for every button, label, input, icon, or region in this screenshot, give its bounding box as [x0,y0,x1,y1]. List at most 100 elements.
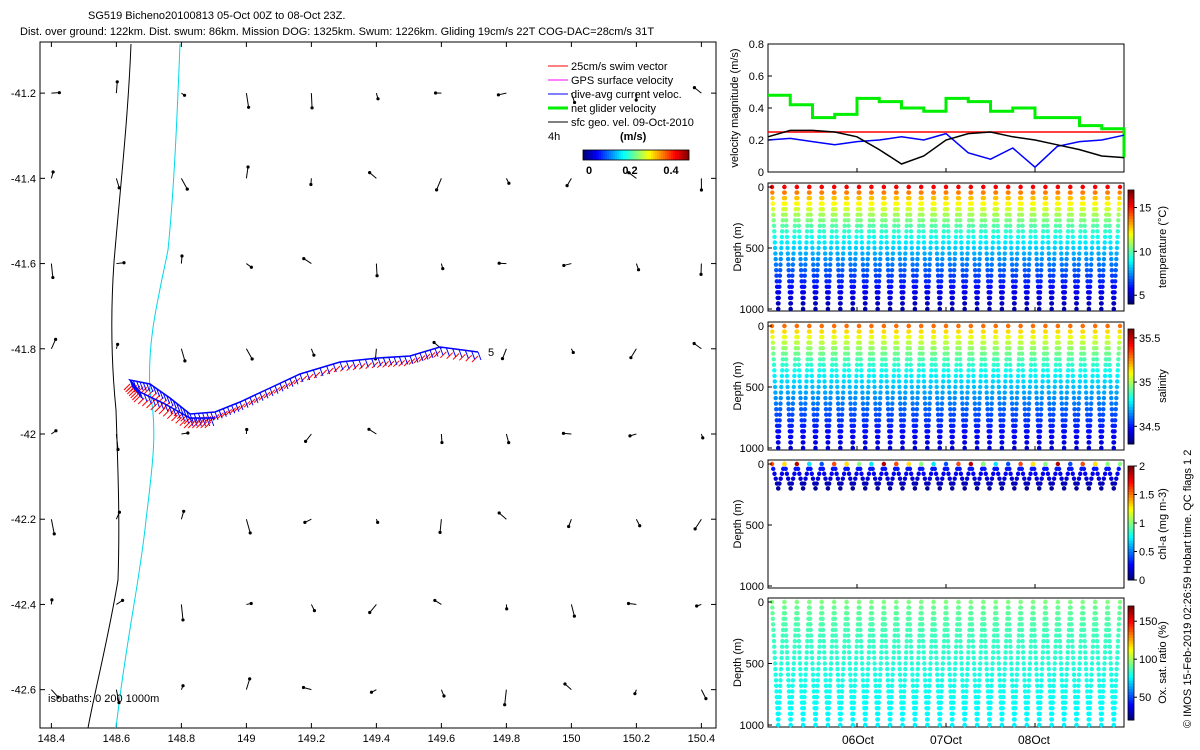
swim-arrow [233,405,241,413]
profile-point [887,486,893,491]
profile-point [859,650,864,655]
profile-point [807,599,812,605]
profile-cbar-cell [1128,685,1134,690]
profile-point [913,429,918,434]
profile-point [962,301,968,306]
profile-point [813,306,818,312]
dac-arrow [388,357,393,366]
profile-point [1090,368,1096,373]
profile-point [770,201,776,206]
profile-point [790,395,796,401]
profile-point [1012,440,1017,445]
profile-point [777,273,783,278]
profile-point [1081,334,1086,340]
profile-point [956,323,961,329]
profile-point [1063,418,1068,423]
profile-point [1034,262,1040,267]
profile-point [991,368,996,373]
profile-point [922,476,928,481]
profile-point [1111,301,1117,306]
profile-point [995,633,1000,638]
profile-point [920,622,925,627]
profile-point [964,689,969,694]
profile-point [920,638,926,644]
profile-point [993,184,998,190]
profile-point [1028,471,1033,476]
profile-point [797,234,802,240]
profile-point [879,229,884,234]
profile-point [846,218,851,223]
profile-point [801,295,806,301]
profile-point [803,256,808,262]
profile-point [816,650,822,655]
profile-cbar-cell [1128,418,1134,422]
profile-point [885,666,890,672]
profile-point [1095,373,1100,379]
profile-point [931,605,937,610]
profile-point [776,429,782,434]
profile-point [1109,689,1115,694]
profile-point [984,384,989,390]
profile-point [904,638,909,644]
profile-point [1013,429,1018,434]
profile-ytick-label: 1000 [740,720,764,732]
profile-point [1115,229,1120,234]
profile-point [848,683,854,689]
profile-point [1020,362,1025,368]
profile-point [925,722,930,728]
profile-cbar-cell [1128,477,1134,481]
profile-point [794,599,800,605]
profile-point [871,471,877,476]
profile-point [786,689,792,694]
sfc-arrow-head [52,532,56,536]
profile-point [838,440,843,445]
profile-point [1077,379,1083,384]
profile-point [808,633,814,638]
profile-point [909,661,915,666]
profile-point [1099,295,1105,301]
profile-point [1014,678,1019,683]
profile-point [889,279,894,284]
profile-point [771,627,776,633]
profile-point [813,301,818,306]
map-cbar-cell [639,150,642,160]
profile-point [1001,273,1006,278]
map-cbar-cell [655,150,658,160]
profile-point [882,616,887,621]
profile-point [1012,301,1017,306]
profile-point [1112,694,1118,700]
profile-point [1016,218,1022,223]
profile-point [879,368,884,373]
profile-point [983,650,989,655]
profile-point [1057,218,1062,223]
profile-point [829,229,835,234]
profile-point [1056,616,1061,621]
profile-point [935,273,941,278]
profile-point [814,290,819,295]
profile-point [779,379,784,384]
profile-point [979,633,984,638]
profile-point [883,633,888,638]
profile-cbar-cell [1128,249,1134,254]
profile-cbar-cell [1128,503,1134,507]
profile-point [947,251,952,256]
profile-point [1028,650,1033,655]
profile-point [914,412,919,417]
profile-point [847,390,853,395]
profile-point [978,655,983,661]
sfc-arrow-head [704,697,708,701]
profile-point [826,290,831,295]
dac-arrow [429,349,434,359]
profile-point [870,633,876,638]
profile-point [946,245,952,251]
profile-point [987,301,992,306]
profile-point [1068,610,1074,616]
profile-point [951,689,957,694]
profile-point [1022,678,1027,683]
profile-point [891,644,897,649]
profile-ytick-label: 1000 [740,443,764,455]
profile-point [854,471,859,476]
profile-point [1034,672,1039,677]
profile-point [864,423,869,429]
profile-point [836,689,841,694]
